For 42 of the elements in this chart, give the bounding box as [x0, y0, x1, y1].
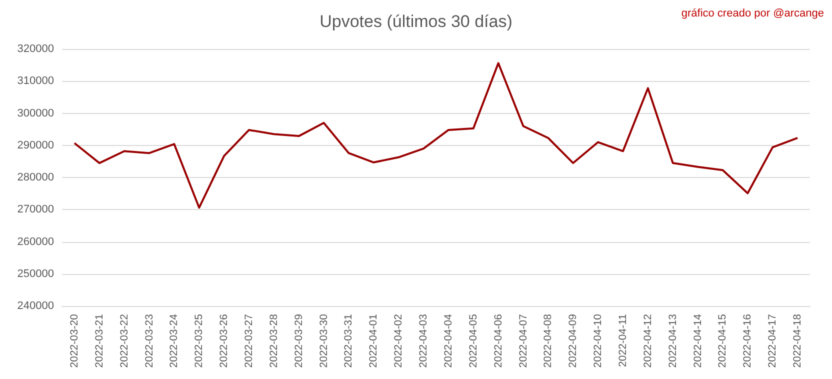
x-tick-label: 2022-04-15: [716, 314, 729, 368]
y-tick-label: 290000: [17, 139, 54, 152]
y-tick-label: 310000: [17, 75, 54, 88]
y-tick-label: 260000: [17, 236, 54, 248]
x-tick-label: 2022-04-12: [642, 314, 654, 368]
x-tick-label: 2022-04-14: [692, 314, 704, 368]
x-tick-label: 2022-04-11: [617, 314, 629, 367]
x-tick-label: 2022-04-08: [542, 314, 554, 368]
chart-title: Upvotes (últimos 30 días): [320, 12, 512, 31]
x-tick-label: 2022-04-07: [517, 314, 530, 368]
x-tick-label: 2022-04-18: [792, 314, 804, 368]
x-tick-label: 2022-04-02: [392, 314, 405, 368]
x-tick-label: 2022-03-26: [218, 314, 230, 368]
x-tick-label: 2022-03-31: [342, 314, 355, 368]
x-tick-label: 2022-03-23: [143, 314, 156, 368]
x-tick-label: 2022-03-28: [268, 314, 280, 368]
x-tick-label: 2022-03-20: [68, 314, 80, 368]
x-tick-label: 2022-04-03: [418, 314, 430, 368]
text: gráfico creado por @arcange: [681, 8, 824, 20]
y-tick-label: 270000: [17, 204, 54, 216]
x-tick-label: 2022-04-16: [742, 314, 754, 368]
x-tick-label: 2022-03-22: [118, 314, 130, 368]
y-tick-label: 280000: [17, 172, 54, 184]
x-tick-label: 2022-04-05: [467, 314, 480, 368]
y-tick-label: 320000: [17, 43, 54, 55]
x-tick-label: 2022-04-01: [368, 314, 380, 368]
x-tick-label: 2022-04-13: [666, 314, 679, 368]
x-tick-label: 2022-04-09: [567, 314, 580, 368]
x-tick-label: 2022-03-27: [243, 314, 255, 368]
y-tick-label: 250000: [17, 268, 54, 280]
x-tick-label: 2022-03-29: [292, 314, 305, 368]
x-tick-label: 2022-04-17: [766, 314, 779, 368]
x-tick-label: 2022-03-30: [318, 314, 330, 368]
x-tick-label: 2022-03-25: [193, 314, 206, 368]
x-tick-label: 2022-04-04: [442, 314, 454, 368]
x-tick-label: 2022-04-06: [492, 314, 504, 368]
x-tick-label: 2022-03-21: [93, 314, 106, 368]
x-tick-label: 2022-03-24: [168, 314, 180, 368]
line-series: [73, 62, 799, 209]
y-tick-label: 300000: [17, 107, 54, 120]
y-tick-label: 240000: [17, 300, 54, 312]
x-tick-label: 2022-04-10: [592, 314, 604, 368]
